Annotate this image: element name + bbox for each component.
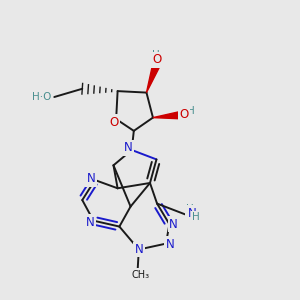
Text: N: N bbox=[124, 141, 133, 154]
Text: N: N bbox=[188, 207, 196, 220]
Polygon shape bbox=[153, 112, 180, 119]
Polygon shape bbox=[146, 63, 160, 93]
Text: N: N bbox=[134, 243, 143, 256]
Text: CH₃: CH₃ bbox=[131, 270, 150, 280]
Text: H: H bbox=[186, 204, 194, 214]
Text: N: N bbox=[169, 218, 178, 231]
Text: H: H bbox=[152, 50, 160, 60]
Text: O: O bbox=[179, 108, 188, 121]
Text: N: N bbox=[86, 172, 95, 185]
Text: O: O bbox=[152, 53, 162, 66]
Text: N: N bbox=[85, 216, 94, 229]
Text: H·O: H·O bbox=[32, 92, 51, 102]
Text: O: O bbox=[109, 116, 119, 128]
Text: N: N bbox=[166, 238, 174, 251]
Text: H: H bbox=[187, 106, 194, 116]
Text: H: H bbox=[192, 212, 200, 222]
